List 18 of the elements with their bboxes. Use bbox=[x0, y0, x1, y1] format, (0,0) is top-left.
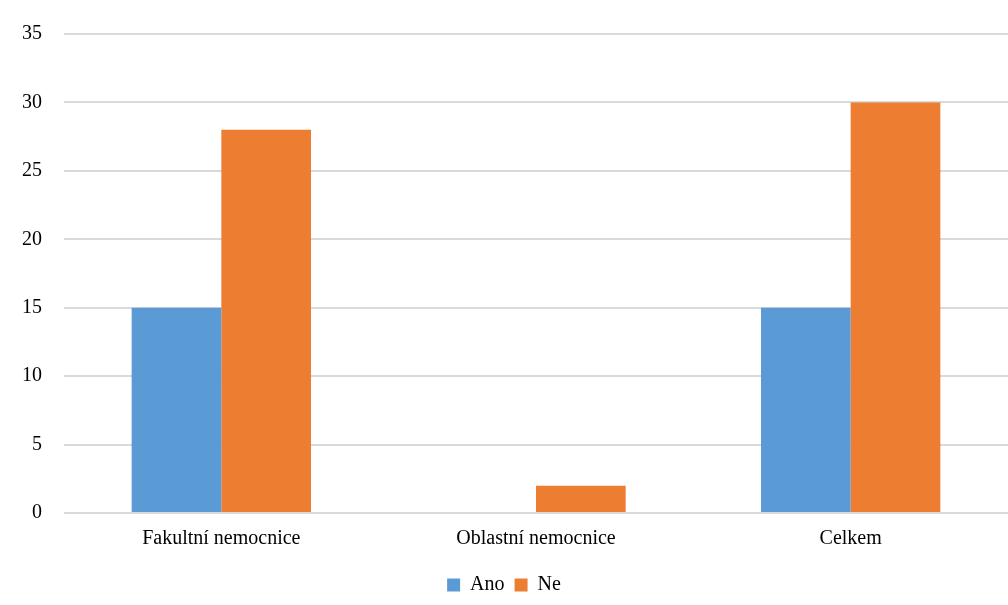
x-tick-label: Fakultní nemocnice bbox=[142, 526, 301, 549]
bar bbox=[221, 129, 312, 512]
legend-label: Ne bbox=[537, 572, 561, 595]
y-tick-label: 20 bbox=[22, 226, 42, 249]
y-tick-label: 5 bbox=[32, 431, 42, 454]
y-tick-label: 25 bbox=[22, 158, 42, 181]
y-tick-label: 15 bbox=[22, 294, 42, 317]
bar bbox=[850, 102, 941, 512]
y-tick-label: 10 bbox=[22, 363, 42, 386]
bar bbox=[760, 307, 851, 512]
y-tick-label: 0 bbox=[32, 500, 42, 523]
x-tick-label: Celkem bbox=[819, 526, 883, 549]
y-tick-label: 35 bbox=[22, 21, 42, 44]
y-tick-label: 30 bbox=[22, 89, 42, 112]
x-tick-label: Oblastní nemocnice bbox=[456, 526, 616, 549]
bar bbox=[131, 307, 222, 512]
legend-label: Ano bbox=[470, 572, 505, 595]
bar bbox=[536, 485, 626, 512]
